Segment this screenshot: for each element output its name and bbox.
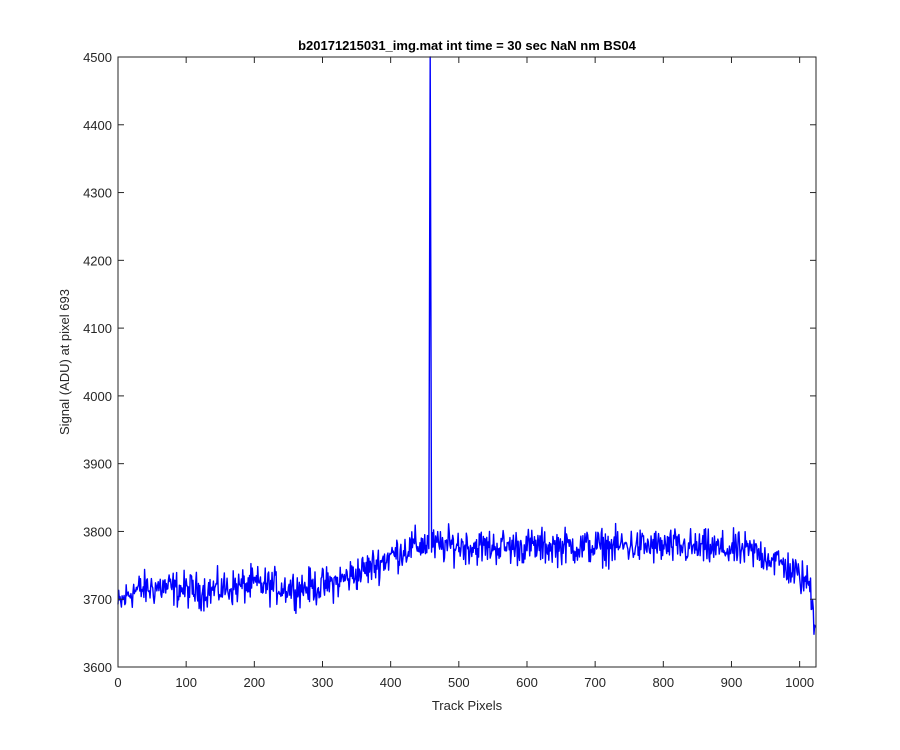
y-tick-label: 3700 [83,592,112,607]
x-tick-label: 0 [114,675,121,690]
y-tick-label: 4000 [83,389,112,404]
x-tick-label: 700 [584,675,606,690]
plot-area-box [117,56,817,668]
x-tick-label: 900 [721,675,743,690]
chart-title: b20171215031_img.mat int time = 30 sec N… [298,38,637,53]
y-tick-label: 4500 [83,50,112,65]
plot-area-background [118,57,816,667]
x-tick-label: 500 [448,675,470,690]
x-tick-label: 800 [652,675,674,690]
series-layer [117,56,816,635]
x-tick-label: 300 [312,675,334,690]
x-tick-label: 200 [243,675,265,690]
y-tick-label: 3900 [83,457,112,472]
x-tick-label: 600 [516,675,538,690]
y-axis-label: Signal (ADU) at pixel 693 [57,289,72,435]
x-tick-label: 100 [175,675,197,690]
x-axis-label: Track Pixels [432,698,503,713]
y-tick-label: 4300 [83,186,112,201]
axis-layer: 0 100 200 300 400 500 600 700 800 900 1000 3600 3700… [83,50,816,690]
y-tick-label: 3800 [83,524,112,539]
series-line [117,56,816,635]
x-tick-label: 400 [380,675,402,690]
y-tick-label: 4100 [83,321,112,336]
x-tick-label: 1000 [785,675,814,690]
y-tick-label: 4400 [83,118,112,133]
y-tick-label: 3600 [83,660,112,675]
y-tick-label: 4200 [83,253,112,268]
